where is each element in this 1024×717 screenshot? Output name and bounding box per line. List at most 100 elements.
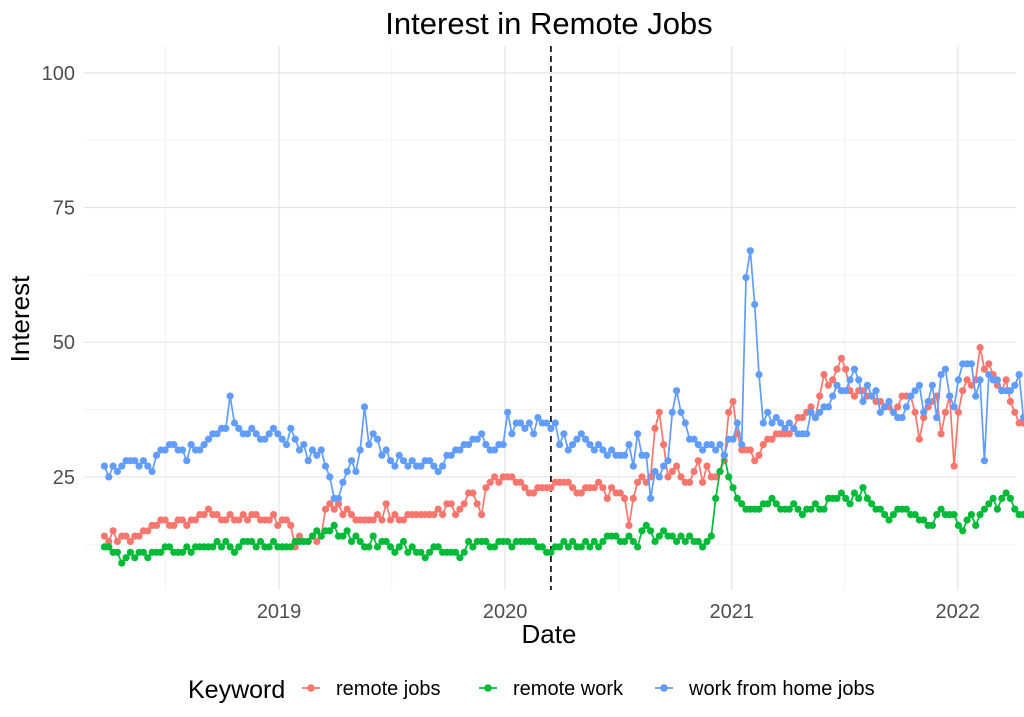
data-point [699,478,707,486]
data-point [308,446,317,454]
data-point [577,489,585,497]
data-point [282,516,291,524]
data-point [187,441,195,449]
data-point [937,371,945,379]
data-point [148,467,156,476]
data-point [248,424,256,432]
x-tick-label: 2019 [257,601,302,623]
x-axis-title: Date [522,619,577,649]
data-point [629,537,637,546]
data-point [673,387,681,395]
data-point [170,441,178,449]
data-point [946,392,954,400]
data-point [334,494,343,502]
data-point [976,510,984,519]
x-axis-ticks: 2019 2020 2021 2022 [257,601,980,623]
data-point [599,537,607,546]
data-point [608,484,616,492]
data-point [850,365,859,373]
data-point [278,435,286,443]
data-point [560,537,568,546]
data-point [478,430,486,438]
data-point [954,521,963,530]
data-point [330,521,338,530]
data-point [655,532,663,540]
data-point [365,543,373,551]
data-point [720,451,728,459]
data-point [330,505,338,513]
legend-item: remote jobs [302,678,441,700]
data-point [1019,419,1024,427]
data-point [703,537,711,546]
data-point [759,419,767,427]
data-point [660,527,668,535]
data-point [499,441,507,449]
data-point [144,554,152,562]
data-point [686,532,694,540]
data-point [452,548,460,556]
data-point [798,414,807,422]
data-point [694,441,702,449]
data-point [547,548,555,556]
data-point [209,543,217,551]
data-point [131,554,139,562]
legend-title: Keyword [188,676,285,704]
data-point [100,532,108,540]
data-point [963,376,971,384]
data-point [252,543,260,551]
data-point [959,387,967,395]
data-point [881,403,889,411]
data-point [625,441,633,449]
data-point [564,478,572,486]
data-point [608,446,616,454]
y-axis-ticks: 25 50 75 100 [42,63,75,489]
data-point [426,548,434,556]
y-tick-label: 50 [53,332,75,354]
data-point [265,516,273,524]
data-point [915,381,924,389]
data-point [651,467,659,476]
data-point [313,537,321,546]
data-point [911,510,919,519]
data-point [183,543,191,551]
data-point [967,510,976,519]
legend-key-point [484,684,492,692]
data-point [768,435,776,443]
data-point [660,462,668,470]
data-point [204,505,213,513]
series-points-remote-work [100,451,1024,567]
data-point [482,441,490,449]
data-point [785,419,793,427]
data-point [122,532,130,540]
data-point [386,457,395,465]
data-point [699,543,707,551]
data-point [629,462,637,470]
data-point [521,484,529,492]
data-point [911,387,919,395]
data-point [287,424,295,432]
data-point [274,430,282,438]
data-point [269,537,278,546]
data-point [863,381,872,389]
data-point [365,441,373,449]
data-point [928,521,937,530]
data-point [469,543,477,551]
data-point [664,473,672,481]
data-point [105,537,113,546]
data-point [972,521,980,530]
data-point [434,467,442,476]
data-point [820,371,828,379]
data-point [222,516,230,524]
y-tick-label: 25 [53,467,75,489]
data-point [811,500,820,508]
data-point [577,543,585,551]
data-point [556,543,564,551]
data-point [399,537,408,546]
data-point [373,543,382,551]
data-point [833,381,841,389]
data-point [595,441,603,449]
data-point [222,424,230,432]
data-point [378,451,386,459]
data-point [894,403,902,411]
legend-key-point [660,684,668,692]
